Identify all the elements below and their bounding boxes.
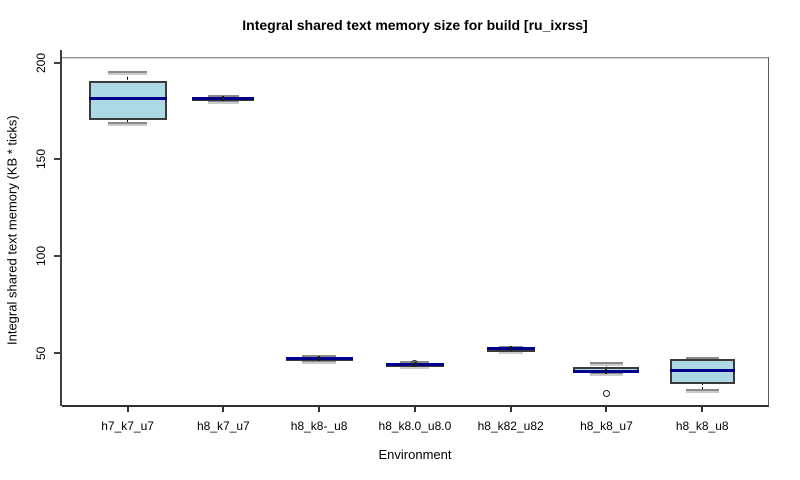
x-tick-label: h8_k8_u7 bbox=[580, 419, 633, 433]
whisker-staple-low bbox=[108, 121, 148, 124]
outlier-circle bbox=[602, 389, 610, 397]
x-axis-tick bbox=[318, 405, 321, 412]
x-tick-label: h8_k8-_u8 bbox=[290, 419, 348, 433]
center-tick bbox=[509, 346, 512, 352]
x-tick-label: h8_k8.0_u8.0 bbox=[378, 419, 452, 433]
x-axis-tick bbox=[222, 405, 225, 412]
x-axis-tick bbox=[701, 405, 704, 412]
x-axis-label: Environment bbox=[378, 447, 452, 462]
whisker-staple-high bbox=[685, 357, 719, 360]
y-tick-label: 100 bbox=[34, 245, 48, 266]
x-axis-tick bbox=[126, 405, 129, 412]
y-axis-label: Integral shared text memory (KB * ticks) bbox=[4, 115, 20, 346]
center-tick bbox=[318, 355, 321, 361]
outlier-circle bbox=[411, 360, 419, 368]
box-h7_k7_u7 bbox=[88, 81, 167, 120]
x-tick-label: h8_k82_u82 bbox=[477, 419, 544, 433]
y-axis-tick bbox=[54, 61, 62, 64]
x-tick-label: h8_k8_u8 bbox=[675, 419, 729, 433]
x-tick-label: h7_k7_u7 bbox=[101, 419, 154, 433]
chart-title: Integral shared text memory size for bui… bbox=[242, 17, 588, 33]
y-axis-tick bbox=[54, 351, 62, 354]
x-tick-label: h8_k7_u7 bbox=[197, 419, 250, 433]
median-line bbox=[88, 96, 167, 100]
whisker-staple-low bbox=[685, 389, 719, 392]
center-tick bbox=[605, 368, 608, 374]
x-axis-tick bbox=[605, 405, 608, 412]
y-tick-label: 200 bbox=[34, 52, 48, 73]
y-axis-tick bbox=[54, 254, 62, 257]
whisker-staple-high bbox=[589, 362, 623, 365]
y-axis-line bbox=[60, 50, 62, 406]
median-line bbox=[669, 368, 735, 372]
y-tick-label: 50 bbox=[34, 345, 48, 360]
whisker-staple-high bbox=[108, 71, 148, 74]
x-axis-tick bbox=[413, 405, 416, 412]
plot-area: 50 100 150 200 h7_k7_u7 h8_k7_u7 h8_k8-_u8 h8_k… bbox=[34, 53, 769, 433]
y-axis-tick bbox=[54, 158, 62, 161]
y-tick-label: 150 bbox=[34, 149, 48, 170]
x-axis-tick bbox=[509, 405, 512, 412]
center-tick bbox=[222, 96, 225, 102]
whisker-staple-high bbox=[302, 354, 337, 357]
